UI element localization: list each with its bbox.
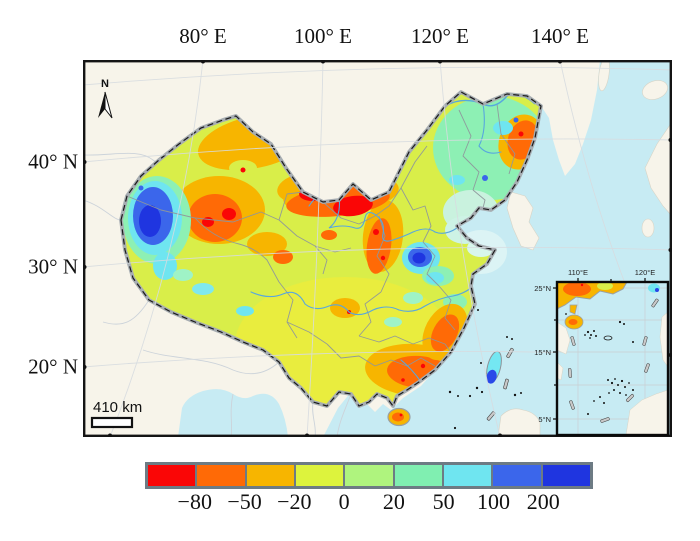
scale-bar-label: 410 km [93,399,142,416]
colorbar-tick-label: −20 [277,489,312,514]
colorbar-tick-label: 0 [338,489,350,514]
inset-y-label-25n: 25°N [534,284,551,293]
y-tick-label-20n: 20° N [28,354,78,379]
south-china-sea-inset: 110°E 120°E 25°N 15°N 5°N [534,268,670,437]
colorbar-cell [197,465,245,486]
inset-china-coast [556,281,660,330]
x-tick-label-120e: 120° E [411,24,469,48]
colorbar-cell [246,465,294,486]
colorbar-cell [345,465,393,486]
sea-bay-of-bengal [178,389,288,437]
rivers [250,103,502,383]
legend-tick-labels: −80 −50 −20 0 20 50 100 200 [145,489,593,517]
y-tick-label-30n: 30° N [28,254,78,279]
island-dots [448,309,522,430]
colorbar-tick-label: −50 [227,489,262,514]
foreign-land [497,60,672,437]
colorbar-tick-label: 50 [432,489,455,514]
inset-y-label-5n: 5°N [538,415,551,424]
inset-y-label-15n: 15°N [534,348,551,357]
japan-honshu [644,121,672,217]
colorbar-tick-label: 200 [526,489,560,514]
colorbar-tick-label: 20 [382,489,405,514]
colorbar-cell [394,465,442,486]
inset-x-label-110e: 110°E [568,268,588,277]
china-map-canvas: N 410 km [83,60,672,437]
x-tick-label-100e: 100° E [294,24,352,48]
colorbar-cell [295,465,344,486]
colorbar-cell [542,465,590,486]
scale-bar: 410 km [90,399,142,429]
nine-dash-segments-main [486,347,514,421]
x-tick-label-80e: 80° E [179,24,227,48]
colorbar-tick-label: −80 [177,489,212,514]
nine-dash-segments-inset [568,298,659,423]
legend-colorbar [145,462,593,489]
north-arrow: N [98,78,113,119]
inset-frame [555,280,670,437]
colorbar-tick-label: 100 [476,489,510,514]
japan-kyushu [641,218,655,238]
province-boundaries [126,103,516,373]
korea-peninsula [506,191,540,251]
inset-atoll-ring [603,335,613,341]
sakhalin-island [598,60,610,92]
y-tick-label-40n: 40° N [28,149,78,174]
foreign-borders [83,152,352,437]
frame-ticks [83,60,672,437]
philippines-borneo [497,408,541,437]
inset-x-label-120e: 120°E [635,268,656,277]
japan-hokkaido [642,80,668,100]
colorbar-cell [493,465,541,486]
inset-labels: 110°E 120°E 25°N 15°N 5°N [534,268,655,424]
colorbar-cell [148,465,196,486]
inset-ticks [553,278,646,420]
x-tick-label-140e: 140° E [531,24,589,48]
china-national-boundary [119,90,543,408]
north-arrow-label: N [101,78,109,90]
inset-island-dots [565,313,634,415]
taiwan-island [486,350,502,384]
colorbar-cell [443,465,492,486]
hainan-island [387,407,411,427]
